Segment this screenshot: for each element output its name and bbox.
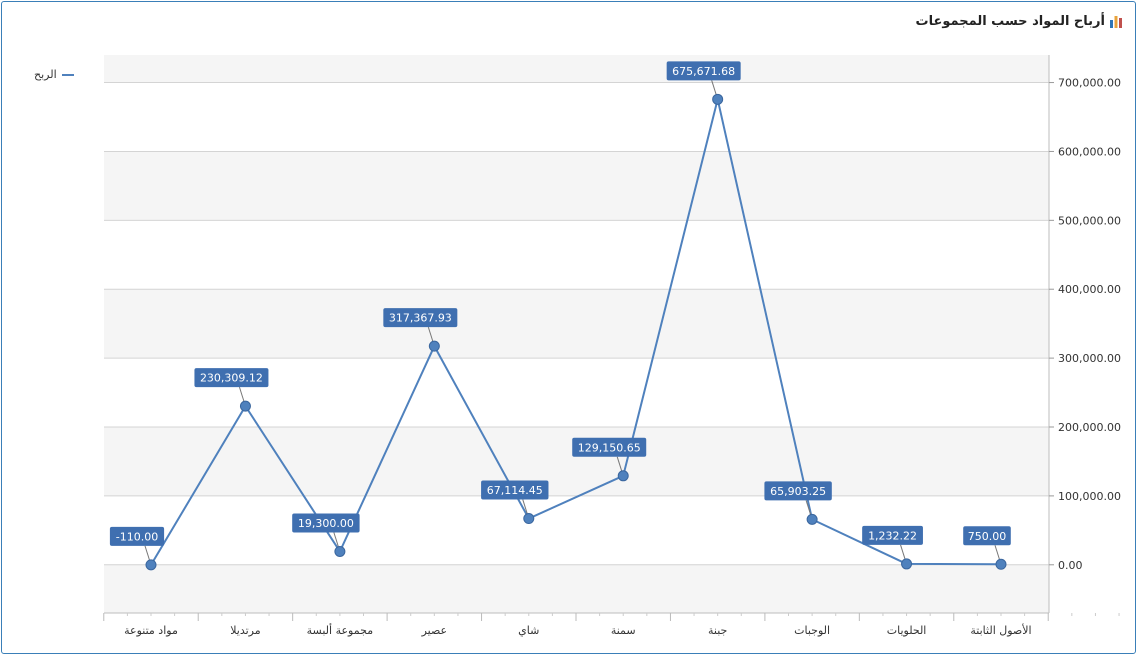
x-tick-label: سمنة	[611, 624, 636, 637]
data-point	[901, 558, 913, 570]
data-label: 65,903.25	[770, 485, 826, 498]
data-label-box	[572, 437, 647, 457]
y-tick-label: 700,000.00	[1058, 77, 1121, 90]
data-point	[712, 93, 724, 105]
data-point	[617, 470, 629, 482]
data-label: 19,300.00	[298, 517, 354, 530]
chart-title: أرباح المواد حسب المجموعات	[915, 13, 1105, 29]
x-tick-label: الأصول الثابتة	[970, 623, 1031, 637]
data-label: 317,367.93	[389, 312, 452, 325]
plot-band	[104, 151, 1049, 221]
x-tick-label: عصير	[421, 624, 448, 637]
data-point	[334, 545, 346, 557]
plot-band	[104, 55, 1049, 83]
data-label-box	[862, 525, 923, 545]
y-tick-label: 100,000.00	[1058, 490, 1121, 503]
y-tick-label: 300,000.00	[1058, 352, 1121, 365]
data-label-box	[194, 368, 269, 388]
x-tick-label: الحلويات	[887, 624, 927, 637]
data-point	[995, 558, 1007, 570]
data-point	[806, 513, 818, 525]
data-label-box	[666, 61, 741, 81]
x-tick-label: مرتديلا	[230, 624, 261, 637]
series-line	[150, 98, 1002, 566]
x-tick-label: مجموعة ألبسة	[307, 623, 374, 637]
legend-swatch	[61, 73, 74, 76]
data-label: 1,232.22	[868, 529, 917, 542]
x-tick-label: جبنة	[708, 624, 727, 637]
plot-band	[104, 564, 1049, 613]
bar-chart-icon	[1110, 16, 1122, 28]
x-tick-label: الوجبات	[794, 624, 830, 637]
data-label: 675,671.68	[672, 65, 735, 78]
data-label: 750.00	[968, 530, 1007, 543]
data-label: 129,150.65	[578, 441, 641, 454]
chart-header: أرباح المواد حسب المجموعات	[916, 11, 1123, 31]
data-point	[239, 400, 251, 412]
data-label: -110.00	[116, 530, 158, 543]
y-tick-label: 200,000.00	[1058, 421, 1121, 434]
x-tick-label: مواد متنوعة	[124, 624, 178, 637]
plot-band	[104, 427, 1049, 496]
data-label: 230,309.12	[200, 372, 263, 385]
data-label-box	[292, 513, 360, 533]
data-label-box	[109, 526, 165, 546]
data-point	[428, 340, 440, 352]
data-label-box	[963, 526, 1011, 546]
y-tick-label: 500,000.00	[1058, 214, 1121, 227]
data-label-box	[481, 480, 549, 500]
y-tick-label: 400,000.00	[1058, 283, 1121, 296]
legend[interactable]: الربح	[34, 68, 74, 81]
data-label-box	[383, 308, 458, 328]
data-label-box	[764, 481, 832, 501]
data-point	[145, 559, 157, 571]
y-tick-label: 0.00	[1058, 559, 1083, 572]
legend-label: الربح	[34, 68, 57, 81]
plot-band	[104, 289, 1049, 359]
data-label: 67,114.45	[487, 484, 543, 497]
x-tick-label: شاي	[518, 624, 539, 637]
y-tick-label: 600,000.00	[1058, 145, 1121, 158]
data-point	[523, 513, 535, 525]
